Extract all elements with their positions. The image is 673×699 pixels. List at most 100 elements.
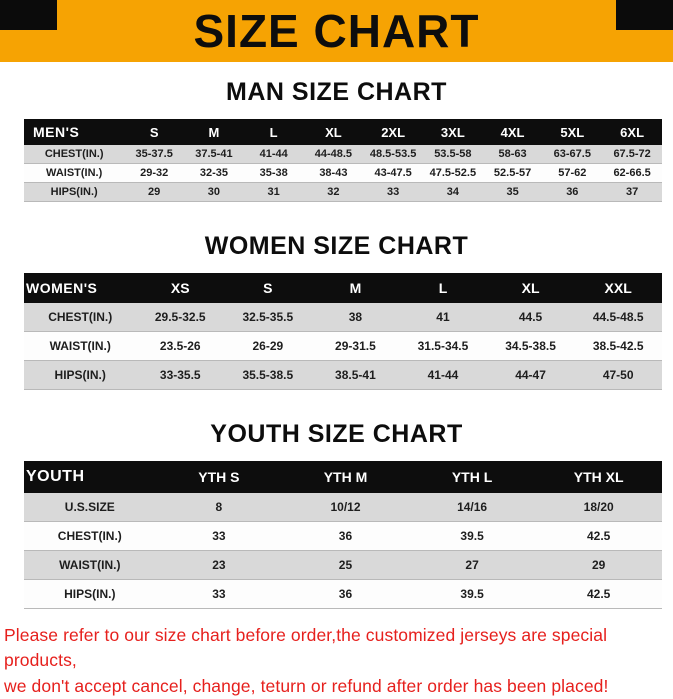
size-column-header: S xyxy=(224,273,312,303)
row-label: CHEST(IN.) xyxy=(24,303,137,332)
size-value: 10/12 xyxy=(282,493,409,522)
size-value: 33 xyxy=(363,182,423,202)
size-column-header: YTH XL xyxy=(535,461,662,493)
size-value: 8 xyxy=(155,493,283,522)
table-row: CHEST(IN.) 29.5-32.5 32.5-35.5 38 41 44.5 44.5… xyxy=(24,303,662,332)
size-value: 32-35 xyxy=(184,163,244,183)
table-title-header: WOMEN'S xyxy=(24,273,137,303)
table-row: WAIST(IN.) 29-32 32-35 35-38 38-43 43-47.5 47.… xyxy=(24,163,662,183)
size-value: 38.5-42.5 xyxy=(574,331,662,361)
women-size-section: WOMEN SIZE CHART WOMEN'S XS S M L XL XXL CHEST(… xyxy=(0,232,673,390)
size-value: 44.5-48.5 xyxy=(574,303,662,332)
row-label: CHEST(IN.) xyxy=(24,521,156,551)
size-value: 29-31.5 xyxy=(311,331,400,361)
size-column-header: YTH L xyxy=(408,461,536,493)
women-size-table-wrap: WOMEN'S XS S M L XL XXL CHEST(IN.) 29.5-32.5 32.5… xyxy=(0,273,673,390)
man-size-table-wrap: MEN'S S M L XL 2XL 3XL 4XL 5XL 6XL CHEST(IN.) 35-37… xyxy=(0,119,673,202)
size-value: 37 xyxy=(602,182,662,202)
size-value: 31 xyxy=(243,182,304,202)
size-value: 39.5 xyxy=(408,579,536,609)
size-value: 35-37.5 xyxy=(124,145,185,164)
youth-size-section: YOUTH SIZE CHART YOUTH YTH S YTH M YTH L YTH… xyxy=(0,420,673,609)
size-value: 41-44 xyxy=(243,145,304,164)
size-column-header: YTH M xyxy=(282,461,409,493)
women-size-table: WOMEN'S XS S M L XL XXL CHEST(IN.) 29.5-32.5 32.5… xyxy=(24,273,662,390)
size-value: 39.5 xyxy=(408,521,536,551)
size-value: 41-44 xyxy=(399,360,487,390)
size-value: 38-43 xyxy=(303,163,364,183)
size-value: 36 xyxy=(282,579,409,609)
row-label: WAIST(IN.) xyxy=(24,550,156,580)
size-value: 29 xyxy=(535,550,662,580)
size-column-header: L xyxy=(243,119,304,145)
banner: SIZE CHART xyxy=(0,0,673,62)
size-value: 34 xyxy=(422,182,483,202)
size-value: 53.5-58 xyxy=(422,145,483,164)
man-size-heading: MAN SIZE CHART xyxy=(226,78,447,106)
size-value: 36 xyxy=(282,521,409,551)
table-row: U.S.SIZE 8 10/12 14/16 18/20 xyxy=(24,493,662,522)
size-value: 42.5 xyxy=(535,521,662,551)
table-header-row: MEN'S S M L XL 2XL 3XL 4XL 5XL 6XL xyxy=(24,119,662,145)
row-label: HIPS(IN.) xyxy=(24,579,156,609)
size-column-header: L xyxy=(399,273,487,303)
row-label: CHEST(IN.) xyxy=(24,145,125,164)
size-value: 29-32 xyxy=(124,163,185,183)
table-title-header: YOUTH xyxy=(24,461,156,493)
size-value: 47-50 xyxy=(574,360,662,390)
size-column-header: 2XL xyxy=(363,119,423,145)
size-value: 29.5-32.5 xyxy=(136,303,225,332)
size-value: 41 xyxy=(399,303,487,332)
size-value: 38.5-41 xyxy=(311,360,400,390)
table-row: CHEST(IN.) 33 36 39.5 42.5 xyxy=(24,521,662,551)
size-value: 35.5-38.5 xyxy=(224,360,312,390)
row-label: HIPS(IN.) xyxy=(24,360,137,390)
size-column-header: XL xyxy=(303,119,364,145)
size-value: 30 xyxy=(184,182,244,202)
disclaimer-line-2: we don't accept cancel, change, teturn o… xyxy=(4,675,609,696)
table-header-row: WOMEN'S XS S M L XL XXL xyxy=(24,273,662,303)
size-value: 44-48.5 xyxy=(303,145,364,164)
size-column-header: 3XL xyxy=(422,119,483,145)
corner-block-left xyxy=(0,0,57,30)
size-value: 48.5-53.5 xyxy=(363,145,423,164)
table-row: CHEST(IN.) 35-37.5 37.5-41 41-44 44-48.5 48.5… xyxy=(24,145,662,164)
size-value: 36 xyxy=(542,182,603,202)
size-value: 33 xyxy=(155,521,283,551)
corner-block-right xyxy=(616,0,673,30)
size-value: 42.5 xyxy=(535,579,662,609)
size-value: 47.5-52.5 xyxy=(422,163,483,183)
man-size-table: MEN'S S M L XL 2XL 3XL 4XL 5XL 6XL CHEST(IN.) 35-37… xyxy=(24,119,662,202)
size-value: 58-63 xyxy=(482,145,543,164)
table-row: HIPS(IN.) 29 30 31 32 33 34 35 36 37 xyxy=(24,182,662,202)
size-column-header: XS xyxy=(136,273,225,303)
size-value: 31.5-34.5 xyxy=(399,331,487,361)
size-value: 43-47.5 xyxy=(363,163,423,183)
size-value: 27 xyxy=(408,550,536,580)
size-value: 67.5-72 xyxy=(602,145,662,164)
size-column-header: YTH S xyxy=(155,461,283,493)
size-column-header: M xyxy=(184,119,244,145)
size-chart-content: MAN SIZE CHART MEN'S S M L XL 2XL 3XL 4XL 5XL 6XL… xyxy=(0,78,673,699)
size-value: 63-67.5 xyxy=(542,145,603,164)
size-value: 29 xyxy=(124,182,185,202)
youth-size-heading: YOUTH SIZE CHART xyxy=(210,420,463,448)
disclaimer-line-1: Please refer to our size chart before or… xyxy=(4,625,608,671)
size-value: 35 xyxy=(482,182,543,202)
size-value: 38 xyxy=(311,303,400,332)
size-value: 23 xyxy=(155,550,283,580)
disclaimer-note: Please refer to our size chart before or… xyxy=(4,623,669,699)
size-column-header: XL xyxy=(486,273,575,303)
women-size-heading: WOMEN SIZE CHART xyxy=(204,232,469,260)
size-column-header: S xyxy=(124,119,185,145)
size-value: 18/20 xyxy=(535,493,662,522)
size-value: 35-38 xyxy=(243,163,304,183)
size-column-header: M xyxy=(311,273,400,303)
size-value: 62-66.5 xyxy=(602,163,662,183)
row-label: WAIST(IN.) xyxy=(24,331,137,361)
size-value: 52.5-57 xyxy=(482,163,543,183)
size-column-header: 4XL xyxy=(482,119,543,145)
table-row: HIPS(IN.) 33-35.5 35.5-38.5 38.5-41 41-44 44-… xyxy=(24,360,662,390)
size-column-header: 5XL xyxy=(542,119,603,145)
youth-size-table: YOUTH YTH S YTH M YTH L YTH XL U.S.SIZE 8 10/12… xyxy=(24,461,662,609)
